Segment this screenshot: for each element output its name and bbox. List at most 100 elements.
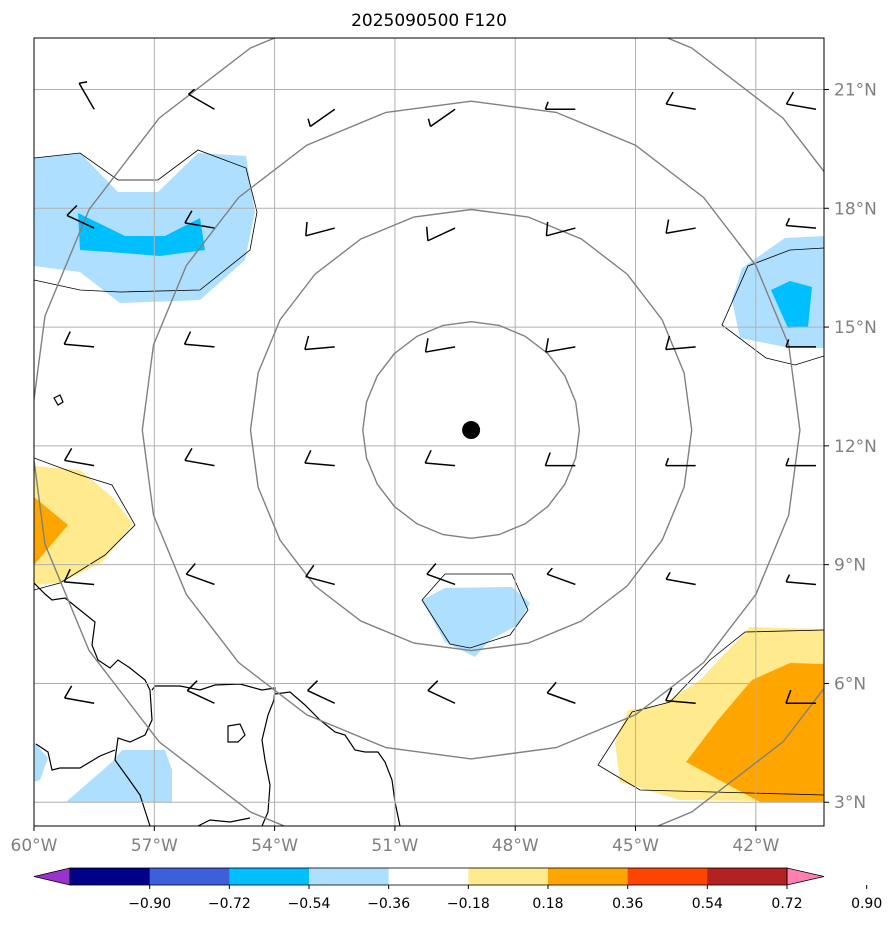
wind-barb-shaft	[184, 222, 215, 229]
wind-barb-shaft	[426, 573, 456, 586]
coastline-south-america	[34, 582, 153, 826]
colorbar-tick-label: −0.18	[447, 896, 490, 912]
wind-barb-feather	[424, 450, 432, 464]
wind-barb-shaft	[427, 689, 456, 704]
wind-barb-shaft	[425, 462, 456, 467]
contour-e	[721, 247, 824, 366]
wind-barb-shaft	[425, 346, 456, 353]
wind-barb	[63, 331, 95, 348]
wind-barb-feather	[785, 689, 792, 704]
wind-barb	[785, 217, 817, 229]
colorbar-segment	[388, 868, 469, 885]
colorbar-tick-label: 0.18	[532, 896, 563, 912]
wind-barb	[304, 450, 335, 467]
colorbar-extend-high	[786, 867, 825, 886]
wind-barb-shaft	[64, 343, 95, 348]
wind-barb	[665, 219, 696, 235]
wind-barb-shaft	[546, 692, 576, 704]
wind-barb-feather	[665, 219, 670, 234]
wind-barb	[63, 447, 95, 467]
wind-barb-feather	[427, 680, 439, 692]
wind-barb-shaft	[188, 93, 215, 110]
colorbar-tick-label: −0.54	[288, 896, 331, 912]
wind-barb-feather	[63, 331, 71, 345]
wind-barb-feather	[664, 457, 670, 466]
colorbar-segment	[627, 868, 708, 885]
lat-tick-label: 15°N	[834, 318, 877, 338]
wind-barb	[546, 567, 576, 586]
wind-barb-feather	[785, 574, 791, 583]
wind-barb	[63, 685, 95, 704]
wind-barb	[665, 687, 696, 704]
wind-barb	[63, 568, 95, 586]
wind-barb-feather	[63, 568, 71, 583]
wind-barb	[427, 108, 456, 128]
wind-barb-shaft	[545, 346, 576, 353]
wind-barb-feather	[665, 687, 673, 701]
colorbar-tick-label: 0.54	[692, 896, 723, 912]
wind-barb-feather	[545, 338, 550, 353]
wind-barb	[307, 108, 336, 128]
wind-barb-feather	[426, 562, 437, 575]
colorbar-extend-low	[33, 867, 71, 886]
coastline-south	[197, 817, 251, 826]
lat-tick-label: 3°N	[834, 793, 866, 813]
colorbar-segment	[707, 868, 788, 885]
colorbar-segment	[468, 868, 549, 885]
lon-tick-label: 51°W	[371, 836, 418, 856]
shade-sw-light-blue-2	[34, 742, 48, 782]
wind-barb-feather	[545, 221, 549, 236]
range-ring-0	[362, 320, 581, 540]
wind-barb	[544, 452, 576, 467]
wind-barb-shaft	[666, 227, 696, 235]
wind-barb-shaft	[786, 103, 817, 111]
wind-barb-feather	[785, 457, 790, 466]
wind-barb	[183, 331, 215, 348]
wind-barb-shaft	[64, 697, 95, 704]
contour-lines	[34, 149, 824, 796]
wind-barb-shaft	[786, 581, 817, 586]
shade-w-orange	[34, 497, 68, 565]
wind-barb-shaft	[305, 575, 335, 586]
colorbar-segment	[70, 868, 151, 885]
wind-barb-feather	[63, 685, 73, 699]
wind-barb	[665, 571, 696, 586]
wind-barb-feather	[785, 91, 795, 105]
wind-barb	[425, 226, 456, 242]
shading-layer	[34, 153, 824, 802]
wind-barb	[426, 562, 456, 586]
colorbar-tick-label: 0.36	[612, 896, 643, 912]
wind-barb	[785, 457, 816, 467]
contour-center	[421, 573, 529, 649]
colorbar-segment	[149, 868, 230, 885]
wind-barb	[424, 450, 456, 467]
wind-barb	[546, 681, 576, 704]
wind-barb	[544, 101, 576, 111]
wind-barb-feather	[304, 335, 310, 350]
wind-barb-feather	[184, 210, 193, 224]
wind-barb-feather	[544, 452, 551, 466]
wind-barb-shaft	[186, 573, 215, 586]
wind-barb	[785, 689, 816, 704]
wind-barbs	[63, 81, 817, 704]
wind-barb-shaft	[666, 103, 696, 111]
range-ring-2	[141, 100, 801, 760]
colorbar-tick-label: −0.36	[367, 896, 410, 912]
shade-sw-light-blue	[66, 750, 172, 802]
range-ring-1	[249, 208, 693, 652]
wind-barb-shaft	[430, 108, 456, 128]
wind-barb-feather	[546, 681, 557, 694]
shade-nw-light-blue	[34, 153, 255, 303]
wind-barb	[184, 210, 215, 229]
wind-barb	[785, 91, 817, 111]
wind-barb-shaft	[307, 689, 336, 704]
wind-barb	[424, 338, 456, 353]
wind-barb	[304, 335, 335, 351]
lon-tick-label: 54°W	[251, 836, 298, 856]
wind-barb-feather	[665, 335, 671, 350]
wind-barb	[785, 339, 816, 348]
wind-barb-feather	[546, 567, 553, 575]
shade-nw-blue	[78, 213, 205, 256]
wind-barb	[307, 680, 336, 704]
wind-barb-shaft	[66, 214, 95, 229]
